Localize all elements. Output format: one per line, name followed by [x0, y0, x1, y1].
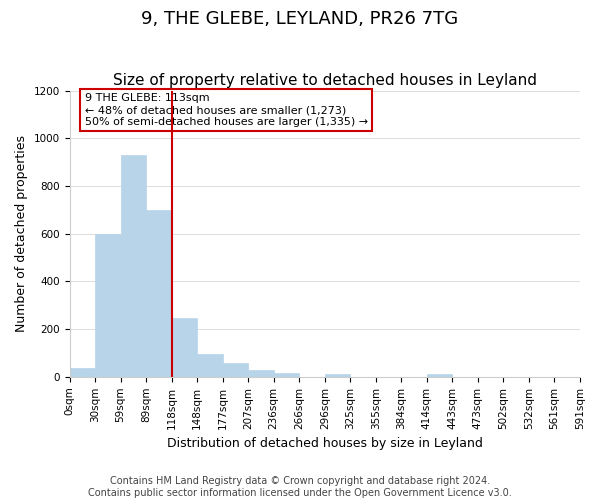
X-axis label: Distribution of detached houses by size in Leyland: Distribution of detached houses by size …: [167, 437, 483, 450]
Bar: [325, 374, 350, 377]
Text: Contains HM Land Registry data © Crown copyright and database right 2024.
Contai: Contains HM Land Registry data © Crown c…: [88, 476, 512, 498]
Text: 9 THE GLEBE: 113sqm
← 48% of detached houses are smaller (1,273)
50% of semi-det: 9 THE GLEBE: 113sqm ← 48% of detached ho…: [85, 94, 368, 126]
Bar: [427, 374, 452, 377]
Y-axis label: Number of detached properties: Number of detached properties: [15, 135, 28, 332]
Bar: [70, 368, 95, 377]
Bar: [223, 363, 248, 377]
Bar: [248, 370, 274, 377]
Text: 9, THE GLEBE, LEYLAND, PR26 7TG: 9, THE GLEBE, LEYLAND, PR26 7TG: [142, 10, 458, 28]
Bar: [121, 156, 146, 377]
Bar: [197, 354, 223, 377]
Bar: [172, 318, 197, 377]
Bar: [274, 372, 299, 377]
Bar: [95, 234, 121, 377]
Title: Size of property relative to detached houses in Leyland: Size of property relative to detached ho…: [113, 73, 537, 88]
Bar: [146, 210, 172, 377]
